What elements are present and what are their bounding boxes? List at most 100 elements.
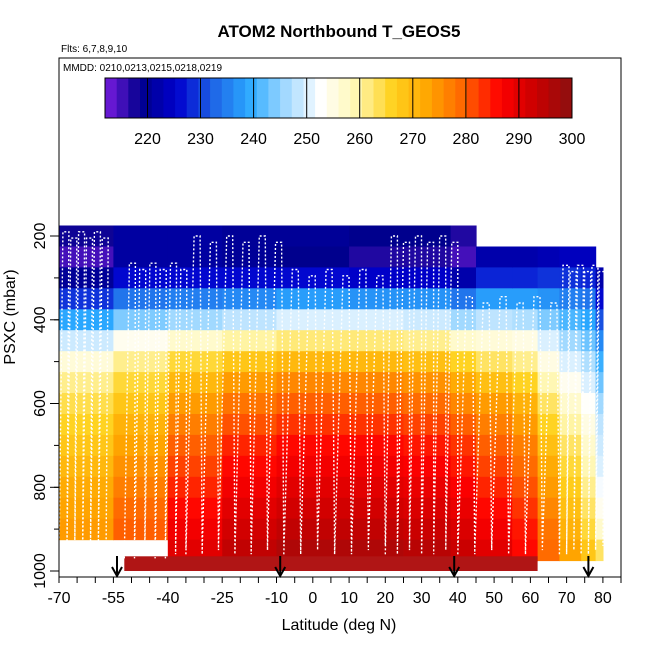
heatmap-cell (537, 267, 560, 289)
heatmap-cell (476, 330, 513, 352)
colorbar-swatch (210, 78, 223, 118)
heatmap-cell (476, 497, 513, 520)
heatmap-cell (222, 539, 278, 562)
colorbar-swatch (525, 78, 538, 118)
heatmap-cell (581, 309, 597, 331)
heatmap-cell (349, 476, 405, 499)
y-tick-label: 1000 (32, 553, 49, 589)
colorbar-swatch (268, 78, 281, 118)
heatmap-cell (595, 476, 604, 499)
heatmap-cell (595, 288, 604, 310)
heatmap-cell (476, 372, 513, 394)
heatmap-cell (403, 351, 452, 373)
heatmap-cell (113, 414, 169, 436)
heatmap-cell (559, 476, 582, 499)
heatmap-cell (595, 434, 604, 457)
colorbar-swatch (431, 78, 445, 118)
colorbar-swatch (455, 78, 468, 118)
heatmap-cell (276, 476, 350, 499)
heatmap-cell (349, 225, 405, 247)
heatmap-cell (113, 288, 169, 310)
y-tick-label: 600 (32, 390, 49, 417)
colorbar-swatch (478, 78, 491, 118)
colorbar-swatch (291, 78, 304, 118)
colorbar-tick-label: 230 (187, 131, 214, 148)
heatmap-cell (595, 372, 604, 394)
heatmap-cell (559, 393, 582, 415)
heatmap-cell (167, 476, 223, 499)
y-tick-label: 800 (32, 474, 49, 501)
heatmap-cell (113, 309, 169, 331)
heatmap-cell (113, 372, 169, 394)
heatmap-cell (403, 393, 452, 415)
heatmap-cell (512, 330, 539, 352)
heatmap-cell (403, 518, 452, 541)
heatmap-cell (595, 539, 604, 562)
heatmap-cell (113, 455, 169, 478)
heatmap-cell (167, 539, 223, 562)
heatmap-cell (559, 539, 582, 562)
arrow-head (582, 566, 595, 579)
heatmap-cell (559, 309, 582, 331)
heatmap-cell (450, 267, 477, 289)
heatmap-cell (559, 518, 582, 541)
heatmap-cell (450, 309, 477, 331)
heatmap-cell (512, 434, 539, 457)
flight-track (283, 268, 386, 555)
heatmap-cells (59, 225, 604, 571)
colorbar-swatch (537, 78, 550, 118)
heatmap-cell (59, 372, 114, 394)
x-tick-label: 60 (522, 590, 540, 607)
dates-label: MMDD: 0210,0213,0215,0218,0219 (63, 63, 222, 74)
colorbar-tick-label: 270 (399, 131, 426, 148)
heatmap-cell (276, 497, 350, 520)
x-tick-label: -70 (47, 590, 70, 607)
y-axis-title: PSXC (mbar) (2, 269, 19, 364)
heatmap-cell (537, 393, 560, 415)
heatmap-cell (349, 518, 405, 541)
flight-track (457, 296, 561, 555)
colorbar-swatch (303, 78, 316, 118)
colorbar-tick-label: 280 (453, 131, 480, 148)
heatmap-cell (559, 246, 582, 268)
heatmap-cell (476, 414, 513, 436)
colorbar-swatch (350, 78, 363, 118)
x-tick-label: -55 (102, 590, 125, 607)
heatmap-cell (276, 330, 350, 352)
heatmap-cell (512, 518, 539, 541)
heatmap-cell (59, 434, 114, 457)
heatmap-cell (167, 393, 223, 415)
heatmap-cell (512, 414, 539, 436)
heatmap-cell (167, 330, 223, 352)
y-axis: 200 400 600 800 1000 (32, 223, 59, 589)
heatmap-cell (559, 351, 582, 373)
colorbar-swatch (245, 78, 258, 118)
x-tick-label: -40 (156, 590, 179, 607)
heatmap-cell (537, 330, 560, 352)
heatmap-cell (276, 372, 350, 394)
heatmap-cell (167, 351, 223, 373)
heatmap-cell (476, 288, 513, 310)
heatmap-cell (476, 246, 513, 268)
heatmap-cell (476, 476, 513, 499)
colorbar-swatch (420, 78, 433, 118)
heatmap-cell (581, 246, 597, 268)
y-tick-label: 400 (32, 306, 49, 333)
heatmap-cell (59, 225, 114, 247)
heatmap-cell (595, 414, 604, 436)
heatmap-cell (595, 351, 604, 373)
x-tick-label: 0 (308, 590, 317, 607)
heatmap-cell (476, 434, 513, 457)
colorbar-swatch (315, 78, 328, 118)
heatmap-cell (167, 309, 223, 331)
heatmap-cell (581, 539, 597, 562)
colorbar-swatch (116, 78, 129, 118)
heatmap-cell (113, 267, 169, 289)
heatmap-cell (59, 518, 114, 541)
heatmap-cell (403, 267, 452, 289)
colorbar-swatch (408, 78, 421, 118)
heatmap-cell (512, 351, 539, 373)
heatmap-cell (476, 393, 513, 415)
colorbar-tick-label: 260 (346, 131, 373, 148)
